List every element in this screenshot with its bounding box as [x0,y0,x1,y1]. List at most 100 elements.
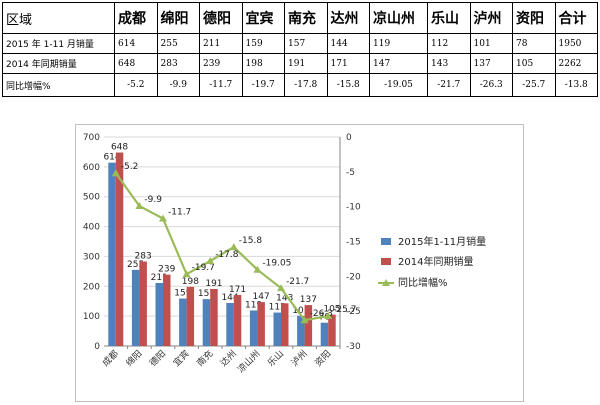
chart-frame: 0 100 200 300 400 500 600 700 0 -5 -10 -15 -20 -25 -30… [75,124,524,402]
legend-label: 同比增幅% [398,276,448,289]
line-data-label: -19.7 [192,263,215,273]
table-header-cell: 宜宾 [241,2,285,34]
y-left-tick-label: 300 [83,252,100,262]
table-cell: 78 [512,33,556,54]
line-marker [206,257,215,265]
legend-label: 2014年同期销量 [398,255,473,268]
table-header-cell: 资阳 [512,2,556,34]
table-header-cell: 绵阳 [156,2,200,34]
table-header-cell: 合计 [554,2,598,34]
bar [226,303,234,346]
bar-data-label: 211 [151,273,168,283]
bar-data-label: 157 [198,289,215,299]
line-data-label: -21.7 [286,277,309,287]
summary-table: 区域 成都 绵阳 德阳 宜宾 南充 达州 凉山州 乐山 泸州 资阳 合计 2015 年 1-11 月销量… [2,2,598,97]
table-cell: 211 [199,33,243,54]
bar [179,298,187,346]
x-tick-label: 南充 [194,348,215,369]
table-cell: 2262 [554,53,598,74]
bar-data-label: 147 [253,292,270,302]
line-marker [277,284,285,292]
table-cell: 283 [156,53,200,74]
bar [131,269,140,346]
table-cell: 112 [427,33,471,54]
y-right-tick-label: -25 [346,307,361,317]
bar [202,299,211,346]
table-cell: -15.8 [326,73,370,97]
bar [108,162,116,346]
table-cell: 137 [469,53,513,74]
bar [273,312,281,346]
y-right-tick-label: -15 [346,238,361,248]
table-cell: -21.7 [427,73,471,97]
table-header-label: 区域 [2,2,115,34]
table-header-cell: 成都 [114,2,158,34]
bar-data-label: 143 [276,293,293,303]
line-marker [324,312,333,320]
y-right-tick-label: -10 [346,203,361,213]
table-header-cell: 南充 [284,2,328,34]
bar [233,294,242,346]
bar [139,261,147,346]
y-right-tick-label: -5 [346,168,355,178]
y-right-tick-label: 0 [346,133,352,143]
line-marker [182,270,191,278]
legend-marker [382,279,390,286]
legend-swatch [381,258,391,265]
table-cell: 239 [199,53,243,74]
table-header-cell: 达州 [326,2,370,34]
table-cell: 648 [114,53,158,74]
bar-data-label: 614 [103,153,120,163]
y-left-tick-label: 200 [83,282,100,292]
bar [304,305,313,346]
line-marker [159,214,167,222]
bar-data-label: 171 [229,285,246,295]
y-left-tick-label: 400 [83,223,100,233]
x-tick-label: 德阳 [147,348,168,369]
line-data-label: -19.05 [262,259,291,269]
table-row-label: 2015 年 1-11 月销量 [2,33,115,54]
table-row: 2015 年 1-11 月销量 614 255 211 159 157 144 119 112 1… [2,33,598,54]
line-marker [135,201,144,209]
table-cell: 171 [326,53,370,74]
legend-label: 2015年1-11月销量 [398,235,486,248]
bar [163,274,171,346]
bar [115,152,124,346]
table-cell: -19.7 [241,73,285,97]
table-cell: 101 [469,33,513,54]
x-tick-label: 乐山 [265,348,286,369]
table-cell: 198 [241,53,285,74]
table-row: 同比增幅% -5.2 -9.9 -11.7 -19.7 -17.8 -15.8 -19.05-… [2,73,598,97]
table-cell: 159 [241,33,285,54]
bar [281,303,289,346]
x-tick-label: 凉山州 [235,348,263,376]
table-header-cell: 乐山 [427,2,471,34]
bar [320,322,329,346]
line-data-label: -9.9 [144,195,162,205]
y-left-tick-label: 500 [83,193,100,203]
x-tick-label: 成都 [100,348,121,369]
bar [328,314,336,346]
x-tick-label: 泸州 [289,348,310,369]
table-cell: 147 [369,53,428,74]
x-tick-label: 绵阳 [123,348,144,369]
table-cell: -25.7 [512,73,556,97]
line-data-label: -17.8 [215,250,239,260]
bar-data-label: 283 [135,252,152,262]
table-row: 2014 年同期销量 648 283 239 198 191 171 147 143 137 105… [2,53,598,74]
bar-data-label: 101 [292,306,309,316]
y-left-tick-label: 100 [83,312,100,322]
bar-data-label: 119 [245,300,262,310]
line-marker [229,243,238,251]
table-cell: 119 [369,33,428,54]
table-row-label: 同比增幅% [2,73,115,97]
x-tick-label: 达州 [218,348,239,369]
line-data-label: -26.3 [310,309,333,319]
bar [257,302,265,346]
table-cell: 614 [114,33,158,54]
bar [186,286,195,346]
table-cell: -5.2 [114,73,158,97]
table-header-cell: 德阳 [199,2,243,34]
y-right-tick-label: -30 [346,342,361,352]
table-cell: 105 [512,53,556,74]
